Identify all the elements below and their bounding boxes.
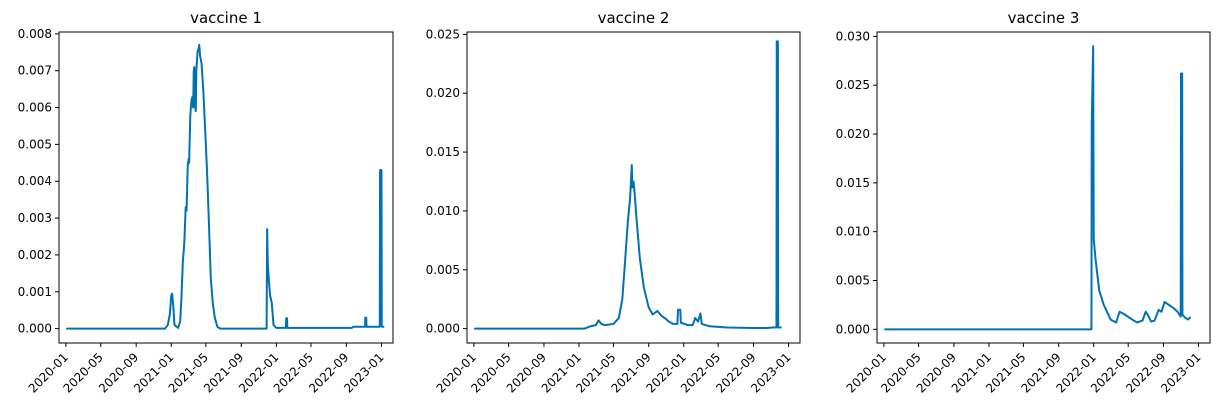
chart-title: vaccine 3	[1008, 9, 1080, 27]
y-tick-label: 0.015	[426, 145, 460, 159]
y-tick-label: 0.010	[426, 204, 460, 218]
subplot-1: vaccine 1 0.000 0.001 0.002 0.003 0.004 0.005 0…	[18, 9, 394, 396]
y-tick-label: 0.025	[836, 78, 870, 92]
chart-title: vaccine 1	[190, 9, 262, 27]
y-tick-label: 0.000	[18, 322, 52, 336]
series-line	[474, 40, 782, 330]
y-tick-label: 0.015	[836, 176, 870, 190]
y-tick-label: 0.000	[426, 322, 460, 336]
y-tick-label: 0.004	[18, 174, 52, 188]
axes-frame	[876, 31, 1211, 344]
y-tick-label: 0.003	[18, 211, 52, 225]
y-tick-label: 0.006	[18, 101, 52, 115]
y-tick-label: 0.002	[18, 248, 52, 262]
axes-frame	[466, 31, 801, 344]
series-line	[884, 45, 1191, 331]
chart-title: vaccine 2	[598, 9, 670, 27]
y-tick-label: 0.010	[836, 225, 870, 239]
subplot-2: vaccine 20.0000.0050.0100.0150.0200.0252…	[426, 9, 801, 396]
y-tick-label: 0.005	[426, 263, 460, 277]
y-tick-label: 0.008	[18, 27, 52, 41]
y-tick-label: 0.020	[426, 86, 460, 100]
y-tick-label: 0.001	[18, 285, 52, 299]
subplot-3: vaccine 3 0.000 0.005 0.010 0.015 0.020 0.025 0…	[836, 9, 1211, 396]
series-line	[66, 43, 385, 330]
y-tick-label: 0.025	[426, 27, 460, 41]
y-tick-label: 0.020	[836, 127, 870, 141]
y-tick-label: 0.005	[836, 274, 870, 288]
axes-frame	[58, 31, 394, 344]
y-tick-label: 0.000	[836, 322, 870, 336]
y-tick-label: 0.005	[18, 137, 52, 151]
y-tick-label: 0.030	[836, 29, 870, 43]
y-tick-label: 0.007	[18, 64, 52, 78]
